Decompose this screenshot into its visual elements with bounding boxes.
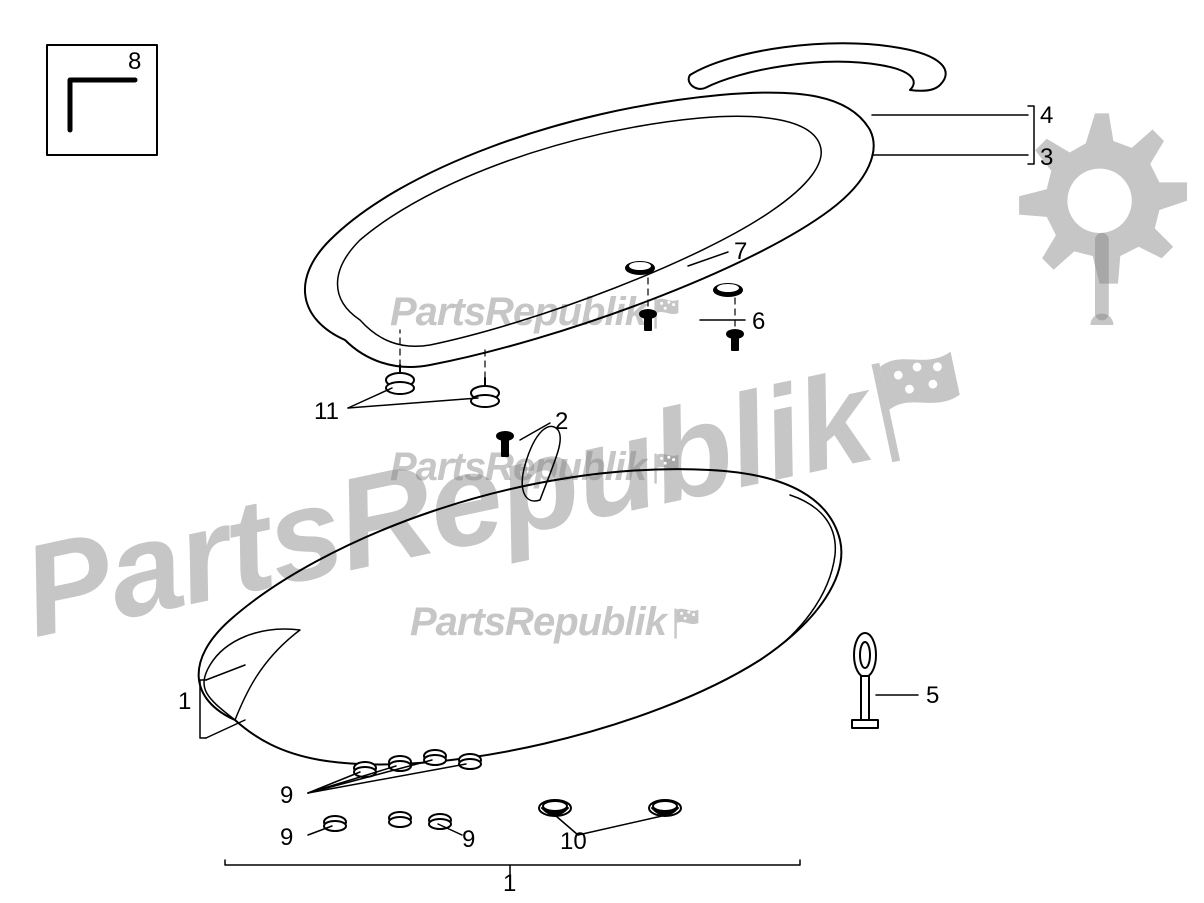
callout-11: 11	[314, 398, 339, 426]
part-seat-upper-outline	[305, 93, 874, 367]
part-screws-6	[640, 310, 743, 350]
callout-7: 7	[734, 238, 747, 266]
diagram-stage: PartsRepublik PartsRepublik PartsRepubli	[0, 0, 1204, 903]
part-seat-upper-inner	[338, 116, 822, 346]
part-seat-lower-outline	[199, 469, 842, 764]
callout-9a: 9	[280, 782, 293, 810]
callout-2: 2	[555, 408, 568, 436]
part-feet-10	[539, 800, 681, 816]
callout-1: 1	[178, 688, 191, 716]
exploded-diagram	[0, 0, 1204, 903]
callout-4: 4	[1040, 102, 1053, 130]
callout-1b: 1	[503, 870, 516, 898]
callout-9c: 9	[462, 826, 475, 854]
part-pin-2	[497, 432, 513, 456]
callout-3: 3	[1040, 144, 1053, 172]
callout-10: 10	[560, 828, 587, 856]
callout-6: 6	[752, 308, 765, 336]
part-bumpers-9	[324, 750, 481, 831]
part-seat-lower-tail	[760, 495, 835, 660]
part-grab-handle	[689, 43, 946, 91]
callout-9b: 9	[280, 824, 293, 852]
part-washers-7	[626, 262, 742, 296]
callout-8: 8	[128, 48, 141, 76]
part-seat-lower-fin	[522, 426, 560, 501]
callout-5: 5	[926, 682, 939, 710]
part-strap-5	[852, 633, 878, 728]
